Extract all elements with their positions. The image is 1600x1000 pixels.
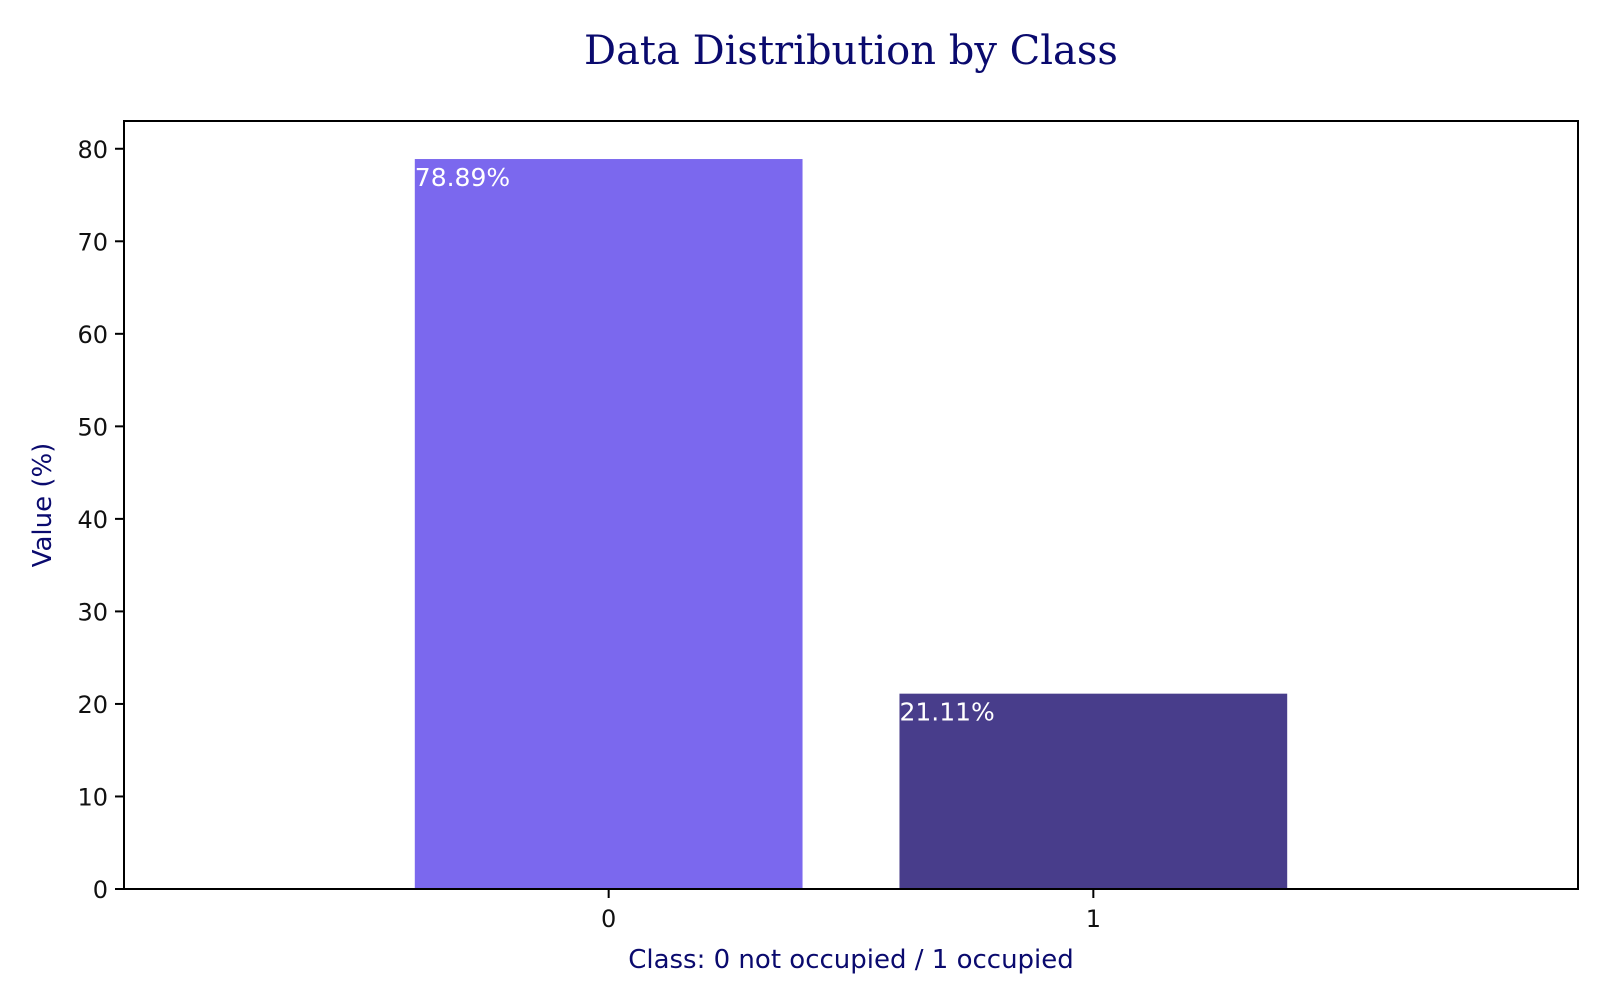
chart-title: Data Distribution by Class [584, 28, 1118, 74]
bar-class-1 [899, 693, 1288, 889]
y-tick-label: 40 [77, 506, 108, 534]
y-tick-label: 50 [77, 413, 108, 441]
y-tick-label: 0 [93, 876, 108, 904]
y-axis: 0 10 20 30 40 50 60 70 80 [77, 136, 124, 904]
x-tick-label: 0 [601, 905, 616, 933]
y-axis-label: Value (%) [28, 443, 58, 568]
y-tick-label: 70 [77, 228, 108, 256]
bar-class-0 [414, 159, 803, 889]
x-axis-label: Class: 0 not occupied / 1 occupied [628, 945, 1074, 975]
plot-area: 78.89% 21.11% [414, 159, 1288, 889]
y-tick-label: 20 [77, 691, 108, 719]
bar-data-label: 21.11% [899, 698, 994, 727]
bar-data-label: 78.89% [415, 163, 510, 192]
y-tick-label: 10 [77, 783, 108, 811]
y-tick-label: 30 [77, 598, 108, 626]
x-tick-label: 1 [1086, 905, 1101, 933]
axes-frame [123, 120, 1579, 890]
y-tick-label: 80 [77, 136, 108, 164]
y-tick-label: 60 [77, 321, 108, 349]
